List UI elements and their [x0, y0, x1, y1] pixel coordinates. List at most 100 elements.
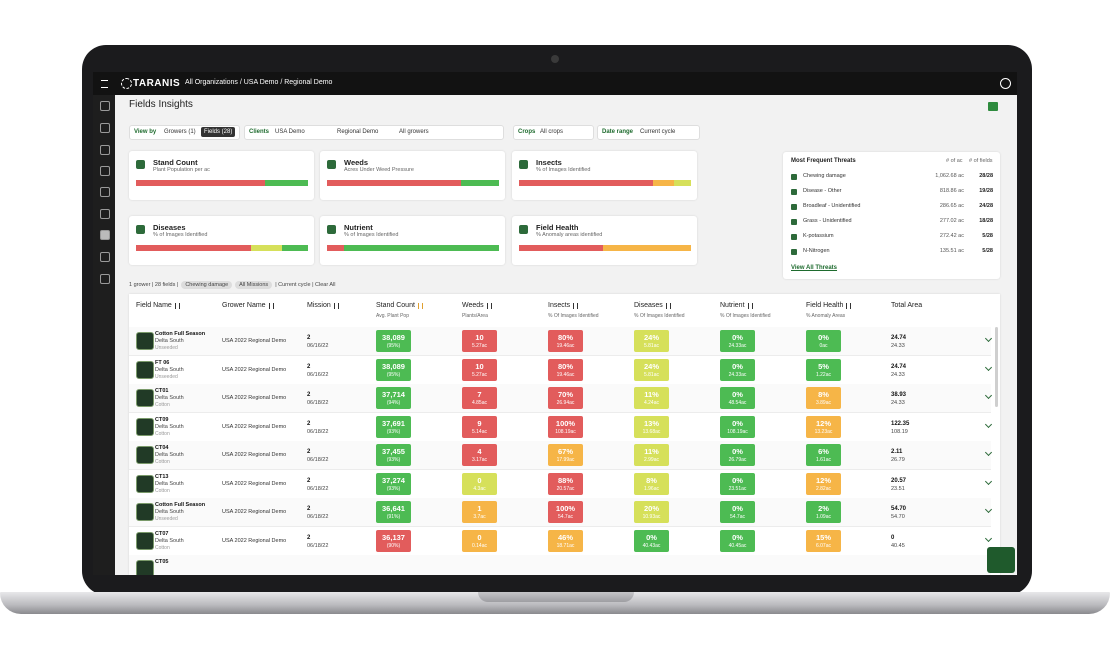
- nav-icon[interactable]: [100, 187, 110, 197]
- client-select[interactable]: USA Demo: [275, 129, 305, 135]
- region-select[interactable]: Regional Demo: [337, 129, 379, 135]
- nav-icon[interactable]: [100, 252, 110, 262]
- metric-cell[interactable]: 0% 108.19ac: [720, 415, 755, 438]
- metric-cell[interactable]: 13% 13.68ac: [634, 415, 669, 438]
- expand-button[interactable]: [984, 363, 993, 371]
- column-header[interactable]: Insects: [548, 302, 571, 309]
- metric-cell[interactable]: 11% 2.99ac: [634, 444, 669, 466]
- metric-cell[interactable]: 1 3.7ac: [462, 501, 497, 523]
- metric-cell[interactable]: 10 5.27ac: [462, 330, 497, 352]
- metric-cell[interactable]: 0% 54.7ac: [720, 501, 755, 523]
- expand-button[interactable]: [984, 505, 993, 514]
- metric-cell[interactable]: 12% 2.82ac: [806, 472, 841, 495]
- metric-cell[interactable]: 9 5.14ac: [462, 415, 497, 438]
- table-row[interactable]: CT13 Delta South Cotton USA 2022 Regional D…: [129, 470, 993, 499]
- column-header[interactable]: Stand Count: [376, 302, 415, 309]
- nav-icon[interactable]: [100, 209, 110, 219]
- expand-button[interactable]: [984, 448, 993, 457]
- metric-cell[interactable]: 5% 1.22ac: [806, 358, 841, 381]
- nav-icon[interactable]: [100, 123, 110, 133]
- user-icon[interactable]: [1000, 78, 1011, 89]
- insight-card[interactable]: Insects% of Images Identified: [512, 151, 697, 200]
- column-header[interactable]: Field Name: [136, 302, 172, 309]
- column-header[interactable]: Mission: [307, 302, 331, 309]
- sort-icon[interactable]: [175, 303, 180, 309]
- metric-cell[interactable]: 8% 3.89ac: [806, 387, 841, 409]
- nav-icon[interactable]: [100, 166, 110, 176]
- chat-button[interactable]: [987, 547, 1015, 573]
- metric-cell[interactable]: 12% 13.23ac: [806, 415, 841, 438]
- metric-cell[interactable]: 0% 48.54ac: [720, 387, 755, 409]
- metric-cell[interactable]: 37,691 (93%): [376, 415, 411, 438]
- fields-tab[interactable]: Fields (28): [201, 127, 236, 137]
- sort-icon[interactable]: [846, 303, 851, 309]
- growers-tab[interactable]: Growers (1): [164, 129, 196, 135]
- column-header[interactable]: Total Area: [891, 302, 923, 309]
- metric-cell[interactable]: 24% 5.81ac: [634, 330, 669, 352]
- metric-cell[interactable]: 20% 10.93ac: [634, 501, 669, 523]
- metric-cell[interactable]: 36,137 (90%): [376, 529, 411, 552]
- column-header[interactable]: Field Health: [806, 302, 844, 309]
- logo[interactable]: TARANIS: [133, 78, 181, 89]
- table-row[interactable]: FT 06 Delta South Unseeded USA 2022 Regiona…: [129, 356, 993, 385]
- sort-icon[interactable]: [418, 303, 423, 309]
- table-row[interactable]: CT07 Delta South Cotton USA 2022 Regional D…: [129, 527, 993, 556]
- sort-icon[interactable]: [748, 303, 753, 309]
- metric-cell[interactable]: 67% 17.99ac: [548, 444, 583, 466]
- nav-icon[interactable]: [100, 101, 110, 111]
- expand-button[interactable]: [984, 420, 993, 428]
- metric-cell[interactable]: 0% 23.51ac: [720, 472, 755, 495]
- date-select[interactable]: Current cycle: [640, 129, 676, 135]
- metric-cell[interactable]: 46% 18.71ac: [548, 529, 583, 552]
- metric-cell[interactable]: 0% 0ac: [806, 330, 841, 352]
- filter-chip[interactable]: All Missions: [235, 281, 273, 289]
- crops-select[interactable]: All crops: [540, 129, 564, 135]
- sort-icon[interactable]: [269, 303, 274, 309]
- expand-button[interactable]: [984, 391, 993, 400]
- metric-cell[interactable]: 0% 24.33ac: [720, 358, 755, 381]
- column-header[interactable]: Grower Name: [222, 302, 266, 309]
- sort-icon[interactable]: [334, 303, 339, 309]
- table-row[interactable]: CT04 Delta South Cotton USA 2022 Regional D…: [129, 441, 993, 470]
- insight-card[interactable]: Field Health% Anomaly areas identified: [512, 216, 697, 265]
- filter-chip[interactable]: Chewing damage: [181, 281, 233, 289]
- metric-cell[interactable]: 38,089 (95%): [376, 358, 411, 381]
- breadcrumb[interactable]: All Organizations / USA Demo / Regional …: [185, 79, 333, 86]
- metric-cell[interactable]: 80% 19.46ac: [548, 330, 583, 352]
- view-all-link[interactable]: View All Threats: [791, 265, 838, 271]
- insight-card[interactable]: Weeds Acres Under Weed Pressure: [320, 151, 505, 200]
- map-button[interactable]: [988, 102, 998, 111]
- metric-cell[interactable]: 37,274 (93%): [376, 472, 411, 495]
- sort-icon[interactable]: [487, 303, 492, 309]
- metric-cell[interactable]: 10 5.27ac: [462, 358, 497, 381]
- table-row[interactable]: CT09 Delta South Cotton USA 2022 Regional D…: [129, 413, 993, 442]
- sort-icon[interactable]: [573, 303, 578, 309]
- menu-button[interactable]: [101, 80, 108, 88]
- metric-cell[interactable]: 6% 1.61ac: [806, 444, 841, 466]
- metric-cell[interactable]: 0% 40.45ac: [720, 529, 755, 552]
- sort-icon[interactable]: [666, 303, 671, 309]
- nav-icon[interactable]: [100, 274, 110, 284]
- grower-select[interactable]: All growers: [399, 129, 429, 135]
- scrollbar[interactable]: [995, 327, 998, 407]
- metric-cell[interactable]: 70% 26.94ac: [548, 387, 583, 409]
- metric-cell[interactable]: 80% 19.46ac: [548, 358, 583, 381]
- metric-cell[interactable]: 24% 5.81ac: [634, 358, 669, 381]
- metric-cell[interactable]: 4 3.17ac: [462, 444, 497, 466]
- column-header[interactable]: Weeds: [462, 302, 484, 309]
- metric-cell[interactable]: 0 0.14ac: [462, 529, 497, 552]
- insight-card[interactable]: Diseases% of Images Identified: [129, 216, 314, 265]
- metric-cell[interactable]: 2% 1.09ac: [806, 501, 841, 523]
- metric-cell[interactable]: 0 4.3ac: [462, 472, 497, 495]
- metric-cell[interactable]: 37,714 (94%): [376, 387, 411, 409]
- expand-button[interactable]: [984, 477, 993, 485]
- nav-icon[interactable]: [100, 230, 110, 240]
- metric-cell[interactable]: 7 4.85ac: [462, 387, 497, 409]
- metric-cell[interactable]: 0% 40.43ac: [634, 529, 669, 552]
- metric-cell[interactable]: 0% 26.79ac: [720, 444, 755, 466]
- metric-cell[interactable]: 37,455 (93%): [376, 444, 411, 466]
- table-row[interactable]: Cotton Full Season Delta South Unseeded USA…: [129, 327, 993, 356]
- expand-button[interactable]: [984, 534, 993, 542]
- metric-cell[interactable]: 100% 108.19ac: [548, 415, 583, 438]
- expand-button[interactable]: [984, 334, 993, 343]
